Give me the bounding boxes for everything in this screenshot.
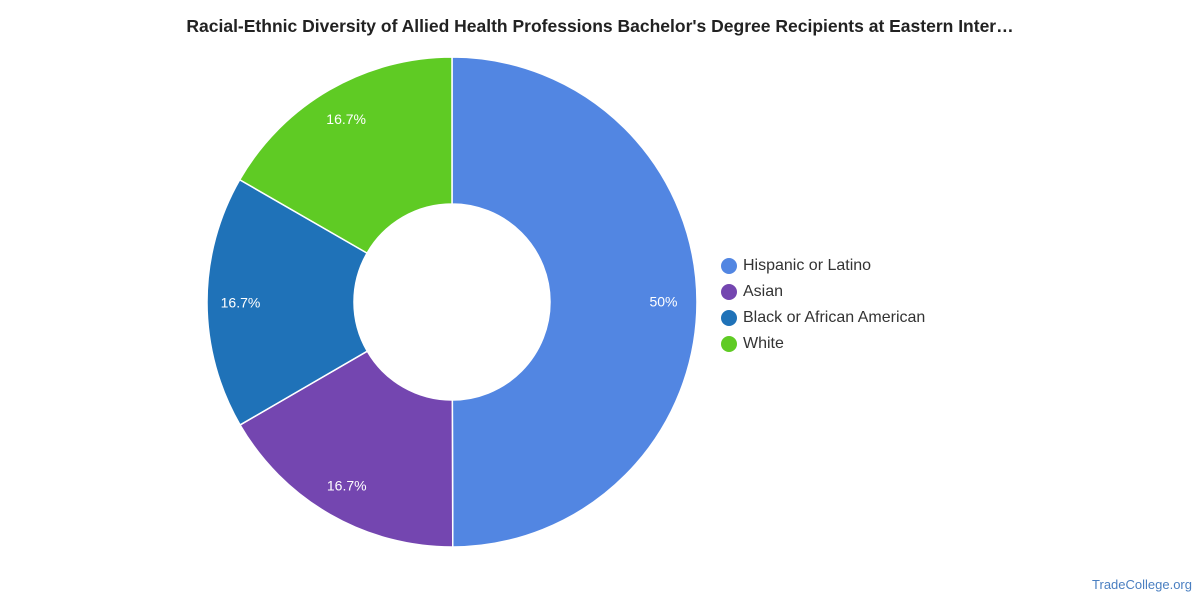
legend-item-white[interactable]: White [721, 331, 925, 357]
slice-label-white: 16.7% [326, 111, 366, 127]
legend-item-hispanic-or-latino[interactable]: Hispanic or Latino [721, 253, 925, 279]
legend-swatch-icon [721, 258, 737, 274]
legend-label: Asian [743, 283, 784, 300]
legend-swatch-icon [721, 336, 737, 352]
watermark[interactable]: TradeCollege.org [1092, 577, 1192, 592]
legend-item-asian[interactable]: Asian [721, 279, 925, 305]
donut-slices [206, 56, 698, 548]
chart-title: Racial-Ethnic Diversity of Allied Health… [186, 16, 1014, 36]
donut-slice-hispanic-or-latino[interactable] [451, 56, 698, 548]
slice-label-asian: 16.7% [327, 477, 367, 493]
donut-slice-black-or-african-american[interactable] [206, 178, 369, 426]
legend-label: White [743, 335, 784, 352]
legend-swatch-icon [721, 310, 737, 326]
slice-label-black-or-african-american: 16.7% [221, 294, 261, 310]
legend-label: Hispanic or Latino [743, 257, 872, 274]
donut-slice-labels: 50% 16.7% 16.7% 16.7% [221, 111, 678, 494]
legend-swatch-icon [721, 284, 737, 300]
donut-slice-asian[interactable] [239, 350, 454, 548]
chart-legend: Hispanic or Latino Asian Black or African … [721, 253, 925, 357]
slice-label-hispanic-or-latino: 50% [649, 294, 677, 310]
legend-item-black-or-african-american[interactable]: Black or African American [721, 305, 925, 331]
donut-slice-white[interactable] [238, 56, 453, 255]
legend-label: Black or African American [743, 309, 926, 326]
